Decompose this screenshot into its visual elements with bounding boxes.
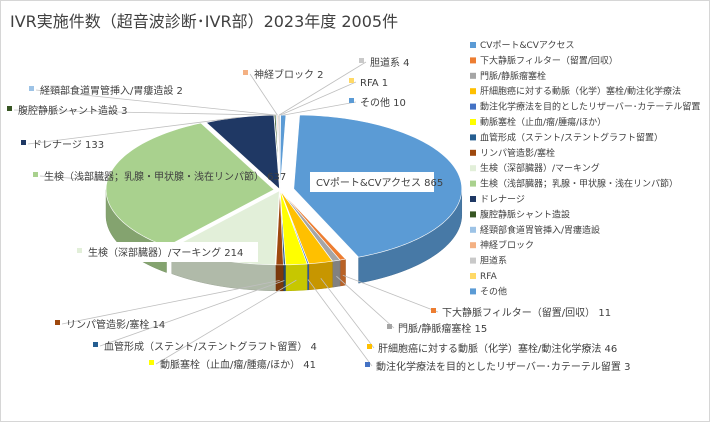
label-key-7 — [55, 320, 60, 325]
legend-swatch-9 — [470, 180, 476, 187]
label-key-1 — [431, 308, 436, 313]
label-key-3 — [367, 344, 372, 349]
legend-entry-13: 神経ブロック — [480, 239, 534, 251]
legend-swatch-5 — [470, 119, 476, 125]
pie-slice-3 — [280, 190, 333, 265]
leader-line-12 — [35, 89, 277, 116]
label-key-4 — [365, 362, 370, 367]
label-key-13 — [243, 70, 248, 75]
legend-entry-5: 動脈塞栓（止血/瘤/腫瘍/ほか） — [480, 116, 606, 128]
chart-title: IVR実施件数（超音波診断･IVR部）2023年度 2005件 — [10, 12, 399, 31]
legend-swatch-16 — [470, 288, 476, 295]
data-label-0: CVポート&CVアクセス 865 — [316, 177, 443, 189]
legend-entry-2: 門脈/静脈瘤塞栓 — [480, 70, 546, 82]
label-key-2 — [387, 324, 392, 329]
data-label-7: リンパ管造影/塞栓 14 — [66, 318, 165, 331]
pie-side-2 — [332, 259, 341, 288]
legend-entry-11: 腹腔静脈シャント造設 — [480, 208, 570, 220]
pie-slice-10 — [205, 114, 280, 190]
data-label-9: 生検（浅部臓器；乳腺・甲状腺・浅在リンパ節） 637 — [44, 170, 286, 183]
pie-slice-5 — [279, 190, 308, 266]
legend-entry-12: 経頸部食道胃管挿入/胃瘻造設 — [480, 224, 600, 236]
label-key-9 — [33, 172, 38, 177]
data-label-1: 下大静脈フィルター（留置/回収） 11 — [442, 306, 611, 319]
data-label-13: 神経ブロック 2 — [254, 68, 324, 81]
data-label-16: その他 10 — [360, 96, 406, 109]
legend-swatch-12 — [470, 226, 476, 233]
legend-swatch-8 — [470, 165, 476, 172]
pie-slice-7 — [275, 190, 284, 266]
leader-line-15 — [280, 81, 357, 116]
label-key-6 — [93, 342, 98, 347]
legend-entry-0: CVポート&CVアクセス — [480, 40, 574, 51]
leader-line-9 — [39, 175, 108, 182]
label-key-14 — [359, 58, 364, 63]
legend-entry-7: リンパ管造影/塞栓 — [480, 147, 555, 159]
label-key-8 — [77, 248, 82, 253]
data-label-10: ドレナージ 133 — [32, 139, 104, 151]
leader-line-7 — [61, 280, 280, 325]
legend-swatch-1 — [470, 57, 476, 64]
leader-line-13 — [249, 73, 278, 116]
data-label-5: 動脈塞栓（止血/瘤/腫瘍/ほか） 41 — [160, 358, 316, 371]
label-key-16 — [349, 98, 354, 103]
data-label-15: RFA 1 — [360, 78, 388, 89]
leader-line-6 — [99, 280, 285, 347]
leader-line-10 — [27, 116, 240, 145]
legend-swatch-11 — [470, 211, 476, 218]
label-key-10 — [21, 140, 26, 145]
pie-side-4 — [306, 263, 310, 291]
data-label-14: 胆道系 4 — [370, 56, 410, 69]
legend-entry-1: 下大静脈フィルター（留置/回収） — [480, 54, 618, 66]
legend-swatch-10 — [470, 196, 476, 202]
legend-swatch-14 — [470, 257, 476, 264]
legend-entry-10: ドレナージ — [480, 194, 525, 205]
label-key-11 — [7, 106, 12, 111]
legend-swatch-2 — [470, 72, 476, 79]
legend-swatch-4 — [470, 103, 476, 110]
data-label-3: 肝細胞癌に対する動脈（化学）塞栓/動注化学療法 46 — [378, 342, 617, 355]
label-key-0 — [305, 178, 310, 183]
legend-entry-9: 生検（浅部臓器；乳腺・甲状腺・浅在リンパ節） — [480, 178, 678, 190]
leader-line-16 — [283, 101, 357, 116]
pie-side-5 — [285, 263, 308, 292]
leader-line-3 — [320, 278, 375, 349]
data-label-2: 門脈/静脈瘤塞栓 15 — [398, 322, 487, 335]
legend-entry-14: 胆道系 — [480, 255, 507, 267]
legend-swatch-13 — [470, 242, 476, 249]
label-box-8 — [82, 242, 258, 262]
label-key-15 — [349, 78, 354, 83]
legend-swatch-0 — [470, 42, 476, 48]
pie-slice-16 — [279, 114, 287, 190]
legend-entry-15: RFA — [480, 272, 498, 282]
legend-entry-8: 生検（深部臓器）/マーキング — [480, 162, 600, 174]
label-key-5 — [149, 360, 154, 365]
leader-line-5 — [155, 279, 297, 365]
pie-side-7 — [275, 264, 284, 292]
leader-line-2 — [336, 275, 395, 329]
legend-swatch-7 — [470, 149, 476, 156]
legend-entry-3: 肝細胞癌に対する動脈（化学）塞栓/動注化学療法 — [480, 85, 681, 97]
data-label-8: 生検（深部臓器）/マーキング 214 — [88, 246, 243, 259]
data-labels: CVポート&CVアクセス 865 下大静脈フィルター（留置/回収） 11 門脈/静脈… — [7, 56, 630, 373]
label-box-0 — [310, 172, 434, 192]
legend-entry-16: その他 — [480, 285, 507, 297]
leader-line-14 — [278, 61, 367, 116]
data-label-4: 動注化学療法を目的としたリザーバー･カテーテル留置 3 — [376, 360, 630, 373]
label-key-12 — [29, 86, 34, 91]
leader-line-11 — [13, 109, 276, 116]
data-label-6: 血管形成（ステント/ステントグラフト留置） 4 — [104, 340, 317, 353]
leader-line-1 — [342, 274, 439, 313]
legend-entry-4: 動注化学療法を目的としたリザーバー･カテーテル留置 — [480, 101, 700, 113]
legend-swatch-6 — [470, 134, 476, 141]
legend-entry-6: 血管形成（ステント/ステントグラフト留置） — [480, 131, 663, 143]
legend-swatch-3 — [470, 88, 476, 95]
legend-swatch-15 — [470, 273, 476, 279]
data-label-11: 腹腔静脈シャント造設 3 — [18, 104, 128, 117]
data-label-12: 経頸部食道胃管挿入/胃瘻造設 2 — [40, 84, 183, 97]
leader-line-4 — [307, 279, 373, 367]
